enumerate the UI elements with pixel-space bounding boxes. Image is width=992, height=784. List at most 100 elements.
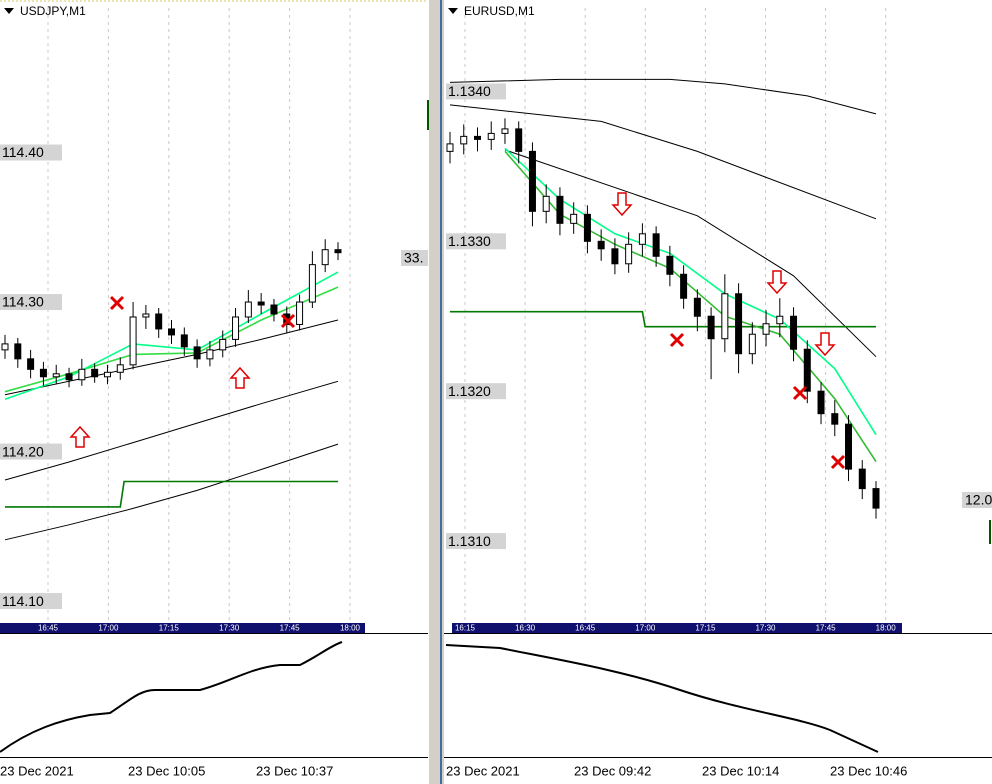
- splitter-line: [440, 0, 442, 784]
- candle-body: [52, 373, 60, 378]
- time-label: 16:15: [455, 624, 476, 633]
- indicator-line: [449, 78, 877, 115]
- edge-label: 33.: [404, 250, 423, 266]
- candle-body: [515, 128, 523, 152]
- date-label: 23 Dec 10:46: [830, 763, 907, 778]
- candle-body: [858, 468, 866, 490]
- sell-arrow: [611, 192, 633, 217]
- y-tick-label: 114.20: [2, 443, 44, 459]
- edge-label: 12.0: [965, 492, 992, 508]
- time-label: 17:30: [219, 624, 240, 633]
- candle-body: [321, 249, 329, 266]
- time-label: 16:30: [515, 624, 536, 633]
- y-tick-label: 1.1320: [448, 383, 491, 399]
- date-label: 23 Dec 2021: [0, 763, 74, 778]
- candle-body: [597, 240, 605, 250]
- scroll-mark: [427, 100, 429, 130]
- candle-body: [155, 313, 163, 330]
- candle-body: [206, 349, 214, 360]
- date-label: 23 Dec 10:37: [256, 763, 333, 778]
- candle-body: [129, 316, 137, 366]
- candle-body: [556, 195, 564, 224]
- candle-body: [487, 132, 495, 140]
- date-label: 23 Dec 10:14: [702, 763, 779, 778]
- candle-body: [232, 316, 240, 340]
- candle-body: [39, 368, 47, 378]
- candle-body: [446, 143, 454, 152]
- candle-body: [334, 249, 342, 254]
- cross-signal: [792, 385, 808, 401]
- candle-body: [625, 243, 633, 265]
- candle-body: [762, 323, 770, 335]
- indicator-line: [4, 380, 339, 481]
- candle-body: [168, 328, 175, 336]
- candle-body: [583, 213, 591, 242]
- y-tick-label: 1.1330: [448, 233, 491, 249]
- time-label: 16:45: [38, 624, 59, 633]
- y-tick-box: [0, 144, 62, 161]
- indicator-line: [504, 147, 877, 436]
- candle-body: [103, 371, 111, 378]
- candle-body: [790, 315, 798, 350]
- indicator-line: [449, 104, 877, 220]
- time-label: 16:45: [575, 624, 596, 633]
- cross-signal: [280, 313, 296, 329]
- candle-body: [638, 233, 646, 245]
- chart-title: USDJPY,M1: [20, 4, 86, 18]
- y-tick-label: 1.1310: [448, 533, 491, 549]
- chart-title: EURUSD,M1: [464, 4, 535, 18]
- time-label: 17:15: [695, 624, 716, 633]
- y-tick-box: [0, 443, 62, 460]
- scroll-mark: [989, 520, 991, 544]
- candle-body: [65, 373, 73, 381]
- candle-body: [460, 135, 468, 145]
- candle-body: [296, 301, 304, 325]
- time-label: 18:00: [340, 624, 361, 633]
- cross-signal: [109, 295, 125, 311]
- candle-body: [748, 333, 756, 355]
- candle-body: [91, 368, 99, 378]
- candle-body: [308, 264, 316, 303]
- buy-arrow: [69, 425, 91, 448]
- candle-body: [257, 301, 265, 306]
- y-tick-label: 114.10: [2, 593, 44, 609]
- date-label: 23 Dec 2021: [446, 763, 520, 778]
- y-tick-label: 114.30: [2, 294, 44, 310]
- title-triangle: [4, 8, 14, 14]
- indicator-line: [4, 443, 339, 541]
- candle-body: [817, 390, 825, 415]
- candle-body: [180, 334, 188, 348]
- candle-body: [611, 248, 619, 265]
- candle-body: [116, 364, 124, 373]
- indicator-line: [5, 480, 338, 508]
- time-label: 17:00: [98, 624, 119, 633]
- candle-body: [219, 338, 227, 351]
- date-label: 23 Dec 10:05: [128, 763, 205, 778]
- indicator-line: [4, 319, 339, 396]
- candle-body: [721, 293, 729, 340]
- y-tick-box: [446, 533, 506, 550]
- time-label: 17:45: [816, 624, 837, 633]
- time-label: 17:45: [280, 624, 301, 633]
- candle-body: [693, 297, 701, 317]
- candle-body: [1, 343, 9, 351]
- candle-body: [193, 346, 201, 360]
- y-tick-box: [446, 83, 506, 100]
- candle-body: [845, 423, 853, 470]
- time-label: 17:15: [159, 624, 180, 633]
- candle-body: [142, 313, 150, 318]
- signal-markers: [69, 192, 846, 470]
- candle-body: [473, 135, 481, 140]
- date-label: 23 Dec 09:42: [574, 763, 651, 778]
- time-bar: [0, 623, 365, 633]
- y-tick-box: [0, 593, 62, 610]
- candle-body: [872, 488, 880, 509]
- indicator-line: [445, 644, 879, 753]
- cross-signal: [669, 332, 685, 348]
- candle-body: [542, 195, 550, 212]
- cross-signal: [830, 454, 846, 470]
- y-tick-label: 1.1340: [448, 83, 491, 99]
- y-tick-box: [446, 383, 506, 400]
